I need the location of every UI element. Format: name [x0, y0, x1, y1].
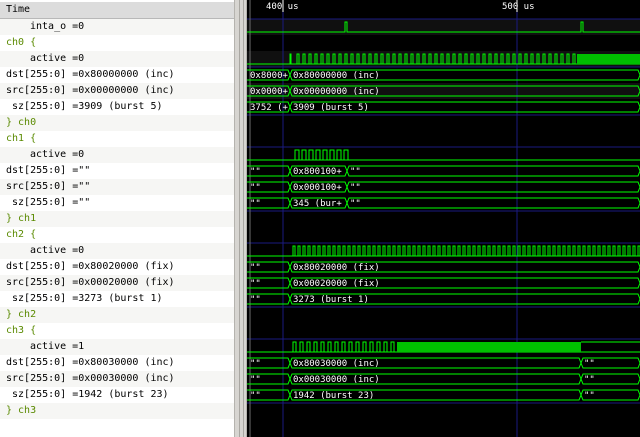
wave-ch3-dst-value: 0x80030000 (inc) [293, 359, 380, 369]
wave-ch1-dst-segment [289, 165, 348, 177]
wave-ch1-active-pulses [294, 149, 349, 161]
wave-ch3-sz-value: "" [250, 391, 261, 401]
wave-ch1-src-segment [289, 181, 348, 193]
wave-ch0-src-segment [289, 85, 640, 97]
wave-ch3-src-segment [289, 373, 582, 385]
group-close-ch2[interactable]: } ch2 [0, 307, 234, 323]
signal-row-ch1-dst[interactable]: dst[255:0] ="" [6, 165, 91, 176]
signal-row-ch3-src[interactable]: src[255:0] =0x00030000 (inc) [0, 371, 234, 387]
wave-ch1-dst-value: "" [350, 167, 361, 177]
wave-ch0-sz-value: 3909 (burst 5) [293, 103, 369, 113]
wave-inta-o [247, 21, 640, 33]
wave-ch3-src-segment [580, 373, 640, 385]
wave-ch1-dst-value: "" [250, 167, 261, 177]
wave-ch2-sz-value: "" [250, 295, 261, 305]
wave-ch1-src-value: "" [350, 183, 361, 193]
group-open-ch3[interactable]: ch3 { [6, 325, 37, 336]
wave-ch3-sz-segment [580, 389, 640, 401]
wave-ch2-src-value: 0x00020000 (fix) [293, 279, 380, 289]
wave-ch3-dst-value: "" [584, 359, 595, 369]
group-open-ch2[interactable]: ch2 { [6, 229, 37, 240]
group-close-ch3[interactable]: } ch3 [0, 403, 234, 419]
wave-ch3-src-value: 0x00030000 (inc) [293, 375, 380, 385]
wave-ch0-dst-segment [289, 69, 640, 81]
wave-ch2-sz-value: 3273 (burst 1) [293, 295, 369, 305]
wave-ch0-active-pulses [296, 53, 576, 65]
tick-label-500: 500 us [502, 2, 535, 12]
wave-ch1-src-value: 0x000100+ [293, 183, 342, 193]
wave-ch1-sz-segment [289, 197, 348, 209]
tick-label-400: 400 us [266, 2, 299, 12]
splitter-grip[interactable] [239, 0, 244, 437]
signal-row-ch0-active[interactable]: active =0 [0, 51, 234, 67]
signal-row-ch3-dst[interactable]: dst[255:0] =0x80030000 (inc) [6, 357, 175, 368]
wave-ch3-sz-value: "" [584, 391, 595, 401]
wave-ch3-dst-segment [289, 357, 582, 369]
signal-row-ch1-sz[interactable]: sz[255:0] ="" [12, 197, 91, 208]
group-close-ch0[interactable]: } ch0 [0, 115, 234, 131]
signal-name-pane[interactable]: Time inta_o =0 ch0 { active =0 dst[255:0… [0, 0, 234, 437]
signal-row-ch1-src[interactable]: src[255:0] ="" [0, 179, 234, 195]
wave-ch0-dst-value: 0x80000000 (inc) [293, 71, 380, 81]
wave-ch1-sz-segment [346, 197, 640, 209]
wave-ch1-dst-value: 0x800100+ [293, 167, 342, 177]
wave-ch0-dst-value: 0x8000+ [250, 71, 289, 81]
pane-splitter[interactable] [234, 0, 247, 437]
signal-row-ch0-src[interactable]: src[255:0] =0x00000000 (inc) [0, 83, 234, 99]
wave-ch2-dst-value: "" [250, 263, 261, 273]
signal-row-ch2-dst[interactable]: dst[255:0] =0x80020000 (fix) [6, 261, 175, 272]
signal-row-ch2-src[interactable]: src[255:0] =0x00020000 (fix) [0, 275, 234, 291]
wave-ch1-src-segment [346, 181, 640, 193]
group-close-ch1[interactable]: } ch1 [0, 211, 234, 227]
wave-ch2-dst-value: 0x80020000 (fix) [293, 263, 380, 273]
wave-ch3-dst-value: "" [250, 359, 261, 369]
time-header[interactable]: Time [0, 2, 234, 19]
signal-row-ch0-dst[interactable]: dst[255:0] =0x80000000 (inc) [6, 69, 175, 80]
wave-ch2-sz-segment [289, 293, 640, 305]
wave-ch2-src-value: "" [250, 279, 261, 289]
signal-row-ch3-sz[interactable]: sz[255:0] =1942 (burst 23) [12, 389, 169, 400]
signal-row-inta-o[interactable]: inta_o =0 [0, 19, 234, 35]
waveform-canvas: 400 us 500 us 0x8000+ 0x80000000 (inc) 0x0… [247, 0, 640, 437]
wave-ch3-active-dense [397, 342, 581, 352]
signal-row-ch0-sz[interactable]: sz[255:0] =3909 (burst 5) [12, 101, 163, 112]
waveform-pane[interactable]: 400 us 500 us 0x8000+ 0x80000000 (inc) 0x0… [247, 0, 640, 437]
wave-ch1-sz-value: "" [250, 199, 261, 209]
wave-ch3-dst-segment [580, 357, 640, 369]
grid-row-ch0-src [247, 83, 640, 99]
signal-row-ch2-active[interactable]: active =0 [0, 243, 234, 259]
group-open-ch0[interactable]: ch0 { [6, 37, 37, 48]
wave-ch0-sz-segment [289, 101, 640, 113]
group-open-ch1[interactable]: ch1 { [6, 133, 37, 144]
wave-ch1-sz-value: "" [350, 199, 361, 209]
wave-ch0-active-dense [577, 54, 640, 64]
wave-ch3-sz-value: 1942 (burst 23) [293, 391, 374, 401]
signal-row-ch3-active[interactable]: active =1 [0, 339, 234, 355]
wave-ch2-active-pulses [292, 245, 640, 257]
wave-ch3-src-value: "" [250, 375, 261, 385]
wave-ch3-active-pulses [292, 341, 395, 353]
wave-ch0-sz-value: 3752 (+ [250, 103, 289, 113]
wave-ch1-dst-segment [346, 165, 640, 177]
signal-row-ch2-sz[interactable]: sz[255:0] =3273 (burst 1) [12, 293, 163, 304]
wave-ch3-sz-segment [289, 389, 582, 401]
wave-ch0-src-value: 0x00000000 (inc) [293, 87, 380, 97]
wave-ch2-src-segment [289, 277, 640, 289]
wave-ch3-src-value: "" [584, 375, 595, 385]
wave-ch1-src-value: "" [250, 183, 261, 193]
wave-ch2-dst-segment [289, 261, 640, 273]
wave-ch1-sz-value: 345 (bur+ [293, 199, 342, 209]
time-header-label: Time [6, 4, 31, 15]
wave-ch0-src-value: 0x0000+ [250, 87, 289, 97]
signal-row-ch1-active[interactable]: active =0 [0, 147, 234, 163]
